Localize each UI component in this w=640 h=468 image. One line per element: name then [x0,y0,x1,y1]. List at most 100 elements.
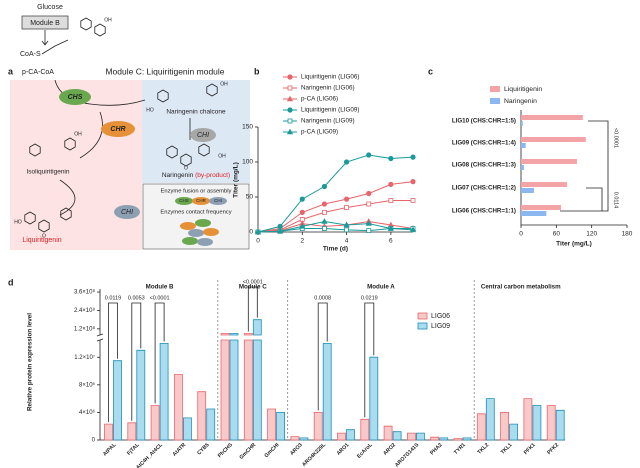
bar [521,137,586,142]
bar [521,121,523,126]
bar [174,374,183,441]
point [344,227,349,233]
atom-label: O [42,233,46,239]
series-line [257,181,414,233]
x-tick-label: TYR1 [453,442,467,456]
legend-label: Naringenin (LIG09) [301,118,355,125]
cluster-enzyme [180,222,196,230]
y-tick-label: 0 [249,229,253,236]
x-tick-label: EcAroL [356,442,374,460]
x-tick-label: ARO7G141S [394,442,421,468]
axis [99,289,565,441]
point [343,159,350,165]
legend-label: Naringenin (LIG06) [301,85,355,92]
module-name: Module B [30,20,60,27]
bar [313,412,323,441]
cluster-enzyme [203,228,219,236]
arrow [79,111,103,159]
bar [322,343,332,441]
molecule-ring [64,137,76,151]
strategy-box [142,183,250,250]
bar [521,211,547,216]
y-tick-label: 8×10⁶ [79,381,96,388]
bar [220,333,230,441]
x-tick-label: TKL1 [500,442,514,456]
compound: Liquiritigenin [22,237,61,244]
molecule-ring [157,89,169,103]
x-tick-label: ARO3 [289,442,304,457]
legend-marker [286,95,294,102]
molecule-ring [38,219,50,233]
group-label: Module B [146,284,174,291]
series-line [257,200,413,233]
y-tick-label: 50 [246,194,254,201]
bar [346,429,355,441]
bar [360,418,370,441]
bar [521,182,567,187]
x-tick-label: GmCHI [264,442,281,459]
legend-swatch [417,322,428,330]
point [299,222,306,229]
bar [521,205,562,210]
point [387,225,394,231]
point [321,201,328,207]
series-line [257,154,414,233]
annotation: 0.0219 [361,295,378,301]
axis [257,127,413,233]
molecule-ring [80,17,92,31]
cluster-label: CHR [196,198,206,203]
significance-bracket [108,302,118,423]
x-tick-label: 0 [519,231,523,238]
bar [104,423,113,441]
arrow [59,179,76,216]
molecule-ring [94,23,106,37]
cluster-enzyme [182,237,198,245]
point [366,228,372,234]
bar [243,333,253,441]
point [410,198,416,203]
point [366,190,372,197]
annotation: 0.0119 [105,295,121,301]
point [299,209,305,215]
strategy-note: Enzyme fusion or assembly [161,189,232,195]
fused-enzyme [175,197,193,205]
x-tick-label: PFK1 [523,442,537,456]
point [344,205,349,210]
x-tick-label: PHA2 [429,442,443,456]
bar [276,412,285,441]
atom-label: HO [146,107,154,113]
x-tick-label: 180 [622,231,633,238]
bar [337,432,346,441]
bracket [560,120,609,212]
legend-swatch [490,86,500,92]
compound: Naringenin (by-product) [162,172,230,179]
bar [521,188,534,193]
atom-label: OH [220,81,228,87]
legend-marker [287,107,293,113]
series-line [257,220,414,233]
point [321,183,328,190]
x-tick-label: 120 [586,231,597,238]
bar [183,417,192,441]
legend-swatch [417,312,428,320]
compound: Isoliquiritigenin [27,169,70,176]
x-tick-label: PFK2 [546,442,560,456]
x-tick-label: 2 [300,238,304,245]
bar [150,405,160,441]
x-tick-label: AtPAL [102,442,118,458]
cluster-enzyme [188,229,204,237]
molecule-ring [24,211,36,225]
module-title: Module C: Liquiritigenin module [105,66,224,76]
y-tick-label: LIG07 (CHS:CHR=1:2) [452,185,516,192]
bar [462,437,472,441]
x-tick-label: AtATR [172,442,188,458]
molecule-ring [180,153,192,167]
bar [555,409,565,441]
y-tick-label: LIG09 (CHS:CHR=1:4) [452,140,516,147]
bar [290,436,300,441]
bracket [586,187,603,211]
legend-marker [286,128,294,135]
y-tick-label: LIG08 (CHS:CHR=1:3) [452,162,516,169]
byproduct-note: (by-product) [195,172,230,179]
axis-break [96,333,104,342]
